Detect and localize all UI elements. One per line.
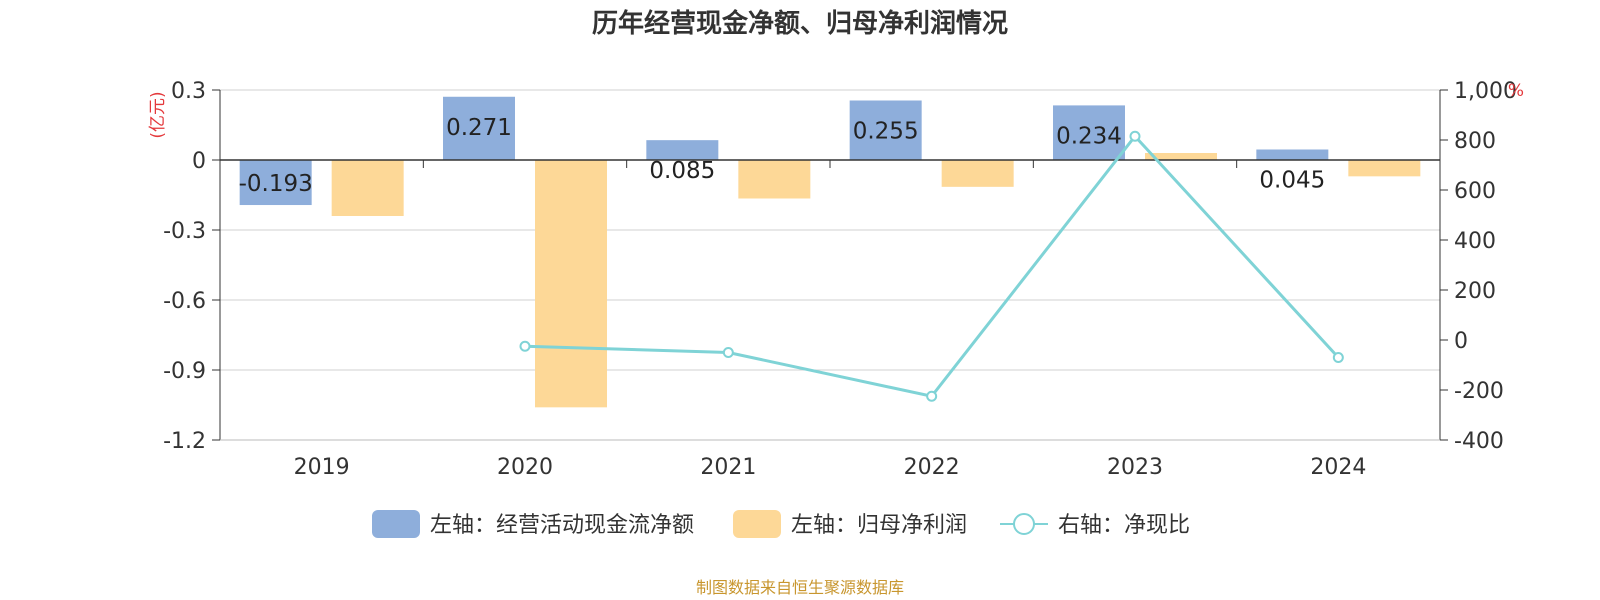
cashflow-data-label: 0.271 <box>446 115 512 141</box>
legend-cashflow-swatch <box>372 510 420 538</box>
legend: 左轴：经营活动现金流净额 左轴：归母净利润 右轴：净现比 <box>372 510 1190 538</box>
right-tick-label: -400 <box>1454 429 1504 454</box>
axes: 0.3 0 -0.3 -0.6 -0.9 -1.2 1,000 800 600 400 200 0 -2… <box>163 79 1517 480</box>
left-tick-label: -0.6 <box>163 289 206 314</box>
category-label: 2021 <box>700 455 756 480</box>
legend-netprofit-swatch <box>733 510 781 538</box>
category-label: 2023 <box>1107 455 1163 480</box>
cashflow-bar <box>443 96 515 160</box>
chart-title: 历年经营现金净额、归母净利润情况 <box>592 8 1008 39</box>
gridlines <box>220 89 1440 441</box>
cashflow-data-label: 0.045 <box>1259 168 1325 194</box>
cashflow-data-label: -0.193 <box>239 171 313 197</box>
legend-netprofit-text: 左轴：归母净利润 <box>791 513 967 538</box>
left-tick-label: -1.2 <box>163 429 206 454</box>
ratio-point <box>1129 130 1141 142</box>
cashflow-bar <box>239 160 312 206</box>
right-tick-label: 400 <box>1454 229 1496 254</box>
cashflow-data-label: 0.085 <box>649 158 715 184</box>
cashflow-bar <box>1053 105 1125 160</box>
category-label: 2022 <box>904 455 960 480</box>
right-tick-label: 0 <box>1454 329 1468 354</box>
netprofit-bar <box>1145 153 1217 160</box>
netprofit-bar <box>738 160 811 199</box>
netprofit-bar <box>535 160 607 408</box>
netprofit-bar <box>331 160 404 216</box>
right-tick-label: 800 <box>1454 129 1496 154</box>
bars <box>239 96 1421 408</box>
source-note: 制图数据来自恒生聚源数据库 <box>696 578 904 597</box>
cashflow-bar <box>646 140 719 160</box>
netprofit-bar <box>941 160 1014 187</box>
left-tick-label: 0 <box>192 149 206 174</box>
ratio-line <box>519 130 1344 402</box>
category-label: 2024 <box>1310 455 1366 480</box>
ratio-point <box>926 390 938 402</box>
category-label: 2020 <box>497 455 553 480</box>
right-tick-label: 1,000 <box>1454 79 1517 104</box>
left-tick-label: 0.3 <box>171 79 206 104</box>
right-tick-label: 200 <box>1454 279 1496 304</box>
cashflow-data-label: 0.234 <box>1056 123 1122 149</box>
category-label: 2019 <box>294 455 350 480</box>
ratio-point <box>722 347 734 358</box>
cashflow-bar <box>1256 149 1329 160</box>
ratio-series-line <box>524 133 1340 398</box>
cashflow-data-label: 0.255 <box>853 119 919 145</box>
right-tick-label: 600 <box>1454 179 1496 204</box>
left-axis-unit: (亿元) <box>148 91 168 138</box>
ratio-point <box>1332 352 1344 363</box>
right-axis-unit: % <box>1508 81 1524 101</box>
ratio-point <box>519 340 531 352</box>
legend-ratio-text: 右轴：净现比 <box>1058 513 1190 538</box>
netprofit-bar <box>1348 160 1421 177</box>
data-labels: -0.193 0.271 0.085 0.255 0.234 0.045 <box>239 115 1326 197</box>
right-tick-label: -200 <box>1454 379 1504 404</box>
legend-ratio-swatch-marker <box>1013 513 1035 535</box>
left-tick-label: -0.9 <box>163 359 206 384</box>
left-tick-label: -0.3 <box>163 219 206 244</box>
cashflow-bar <box>849 100 922 160</box>
legend-cashflow-text: 左轴：经营活动现金流净额 <box>430 513 694 538</box>
